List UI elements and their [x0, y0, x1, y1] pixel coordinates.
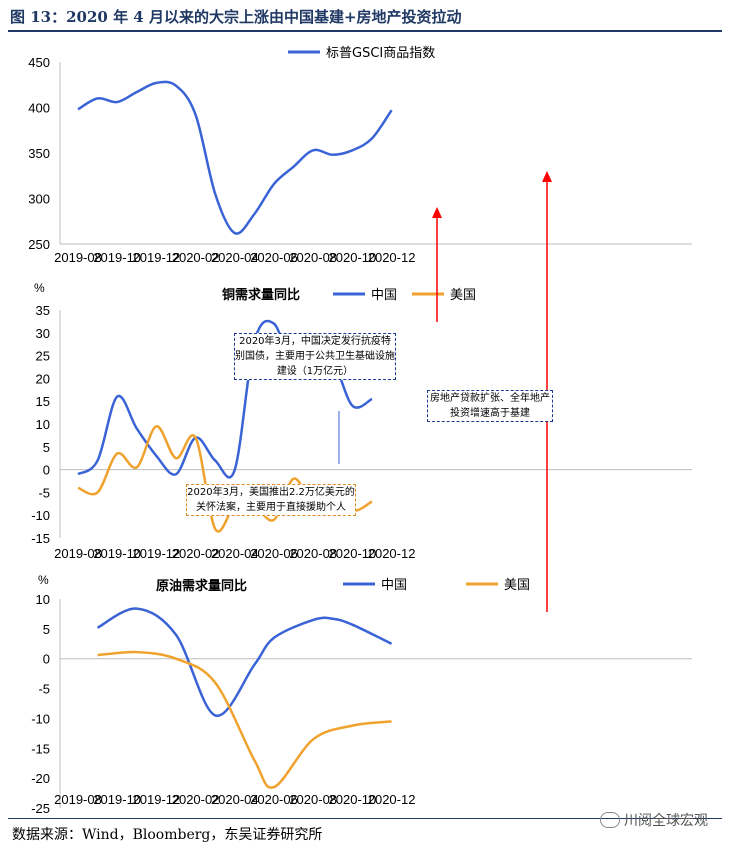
chart2-y-tick-label: 30	[36, 326, 50, 341]
chart3-y-tick-label: -25	[31, 801, 50, 816]
chart2-legend-label: 美国	[450, 288, 476, 303]
arrow-copper-to-gsci-head	[432, 207, 442, 218]
chart1-series-line-china	[77, 80, 393, 235]
chart3-x-tick-label: 2020-02	[172, 792, 220, 807]
chart1-x-tick-label: 2020-02	[172, 250, 220, 265]
figure-title: 图 13：2020 年 4 月以来的大宗上涨由中国基建+房地产投资拉动	[10, 8, 462, 26]
chart3-y-tick-label: -10	[31, 711, 50, 726]
chart1-legend-label: 标普GSCI商品指数	[326, 46, 435, 61]
chart3-legend-label: 中国	[381, 578, 407, 593]
annotation-china-bonds-text: 2020年3月，中国决定发行抗疫特别国债，主要用于公共卫生基础设施建设（1万亿元…	[235, 336, 395, 377]
annotation-us-relief-text: 2020年3月，美国推出2.2万亿美元的关怀法案，主要用于直接援助个人	[187, 487, 355, 513]
chart2-y-tick-label: 25	[36, 349, 50, 364]
chart1-y-tick-label: 400	[28, 101, 50, 116]
chart1-x-tick-label: 2020-06	[250, 250, 298, 265]
chart1-x-tick-label: 2019-08	[54, 250, 102, 265]
annotation-property: 房地产贷款扩张、全年地产投资增速高于基建	[427, 390, 553, 422]
chart3-x-tick-label: 2020-10	[329, 792, 377, 807]
annotation-china-bonds: 2020年3月，中国决定发行抗疫特别国债，主要用于公共卫生基础设施建设（1万亿元…	[234, 333, 396, 380]
chart3-y-tick-label: -5	[38, 682, 50, 697]
chart2-x-tick-label: 2019-12	[133, 546, 181, 561]
chart2-x-tick-label: 2020-10	[329, 546, 377, 561]
chart1-y-tick-label: 350	[28, 146, 50, 161]
wechat-icon	[600, 812, 620, 828]
chart2-y-tick-label: -5	[38, 485, 50, 500]
chart1-y-tick-label: 250	[28, 237, 50, 252]
watermark: 川阅全球宏观	[600, 810, 708, 830]
chart2-x-tick-label: 2020-12	[368, 546, 416, 561]
chart3-series-line-china	[96, 607, 393, 717]
chart3-series-line-us	[97, 650, 392, 789]
annotation-property-text: 房地产贷款扩张、全年地产投资增速高于基建	[430, 393, 550, 419]
chart1-y-tick-label: 450	[28, 55, 50, 70]
chart2-x-tick-label: 2020-08	[289, 546, 337, 561]
chart3-y-tick-label: 10	[36, 592, 50, 607]
chart3-x-tick-label: 2020-06	[250, 792, 298, 807]
chart1-x-tick-label: 2019-12	[133, 250, 181, 265]
chart1-y-tick-label: 300	[28, 192, 50, 207]
chart2-y-tick-label: 15	[36, 394, 50, 409]
chart2-y-tick-label: -15	[31, 531, 50, 546]
chart2-title: 铜需求量同比	[221, 287, 300, 303]
chart2-y-tick-label: -10	[31, 508, 50, 523]
chart3-y-tick-label: 5	[43, 622, 50, 637]
chart3-x-tick-label: 2019-08	[54, 792, 102, 807]
annotation-us-relief: 2020年3月，美国推出2.2万亿美元的关怀法案，主要用于直接援助个人	[186, 484, 356, 516]
chart3-title: 原油需求量同比	[156, 578, 247, 594]
chart3-legend-label: 美国	[504, 578, 530, 593]
chart3-y-tick-label: -20	[31, 771, 50, 786]
chart2-x-tick-label: 2020-02	[172, 546, 220, 561]
chart3-y-tick-label: 0	[43, 652, 50, 667]
chart3-x-tick-label: 2019-12	[133, 792, 181, 807]
chart2-legend-label: 中国	[371, 288, 397, 303]
bottom-rule	[8, 818, 722, 819]
title-rule	[8, 30, 722, 32]
chart2-y-tick-label: 10	[36, 417, 50, 432]
chart1-x-tick-label: 2019-10	[93, 250, 141, 265]
chart2-x-tick-label: 2020-06	[250, 546, 298, 561]
chart3-x-tick-label: 2020-08	[289, 792, 337, 807]
chart3-y-tick-label: -15	[31, 741, 50, 756]
chart1-x-tick-label: 2020-08	[289, 250, 337, 265]
chart2-unit-label: %	[34, 281, 45, 295]
chart3-x-tick-label: 2019-10	[93, 792, 141, 807]
chart3-x-tick-label: 2020-04	[211, 792, 259, 807]
chart3-unit-label: %	[38, 573, 49, 587]
chart2-y-tick-label: 0	[43, 463, 50, 478]
chart3-x-tick-label: 2020-12	[368, 792, 416, 807]
chart2-y-tick-label: 5	[43, 440, 50, 455]
chart2-y-tick-label: 20	[36, 371, 50, 386]
arrow-oil-to-gsci-head	[542, 171, 552, 182]
watermark-text: 川阅全球宏观	[624, 813, 708, 829]
chart1-x-tick-label: 2020-10	[329, 250, 377, 265]
chart1-x-tick-label: 2020-04	[211, 250, 259, 265]
chart2-x-tick-label: 2019-10	[93, 546, 141, 561]
chart2-y-tick-label: 35	[36, 303, 50, 318]
chart2-x-tick-label: 2020-04	[211, 546, 259, 561]
chart1-x-tick-label: 2020-12	[368, 250, 416, 265]
chart2-x-tick-label: 2019-08	[54, 546, 102, 561]
source-note: 数据来源：Wind，Bloomberg，东吴证券研究所	[12, 827, 323, 843]
